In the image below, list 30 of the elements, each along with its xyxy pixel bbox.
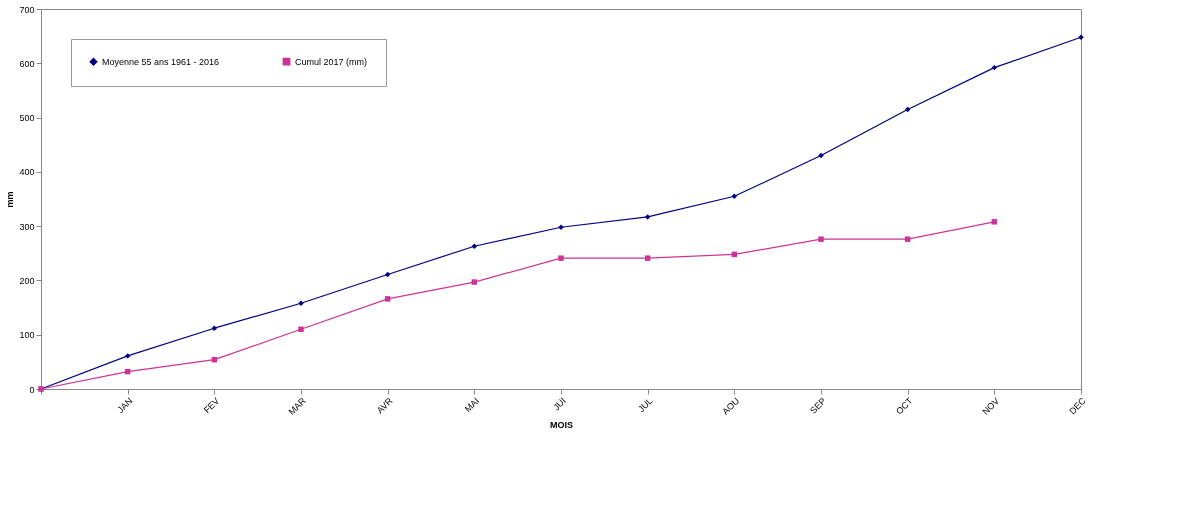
point xyxy=(644,255,651,261)
x-tick-label: JUL xyxy=(636,395,655,415)
x-axis-title: MOIS xyxy=(549,420,574,431)
legend-label: Moyenne 55 ans 1961 - 2016 xyxy=(102,56,220,67)
x-tick-label: MAI xyxy=(462,395,482,415)
y-tick-label: 500 xyxy=(19,113,35,124)
y-tick-label: 0 xyxy=(29,384,35,395)
point xyxy=(558,255,564,261)
point xyxy=(471,243,478,249)
y-tick-label: 300 xyxy=(19,221,35,232)
point xyxy=(471,279,478,285)
x-tick-label: JUI xyxy=(551,395,568,413)
point xyxy=(818,152,824,159)
point xyxy=(124,353,131,359)
point xyxy=(991,219,998,225)
y-tick-label: 700 xyxy=(19,4,35,15)
point xyxy=(991,64,998,71)
y-tick-label: 600 xyxy=(19,58,35,69)
y-axis-title: mm xyxy=(5,191,16,208)
point xyxy=(211,325,218,331)
y-tick-label: 200 xyxy=(19,275,35,286)
point xyxy=(298,326,304,333)
point xyxy=(904,236,911,242)
point xyxy=(731,193,738,200)
legend-label: Cumul 2017 (mm) xyxy=(295,56,368,67)
y-tick-label: 400 xyxy=(19,167,35,178)
point xyxy=(818,236,824,242)
point xyxy=(644,214,651,220)
point xyxy=(384,296,391,302)
y-tick-label: 100 xyxy=(19,330,35,341)
